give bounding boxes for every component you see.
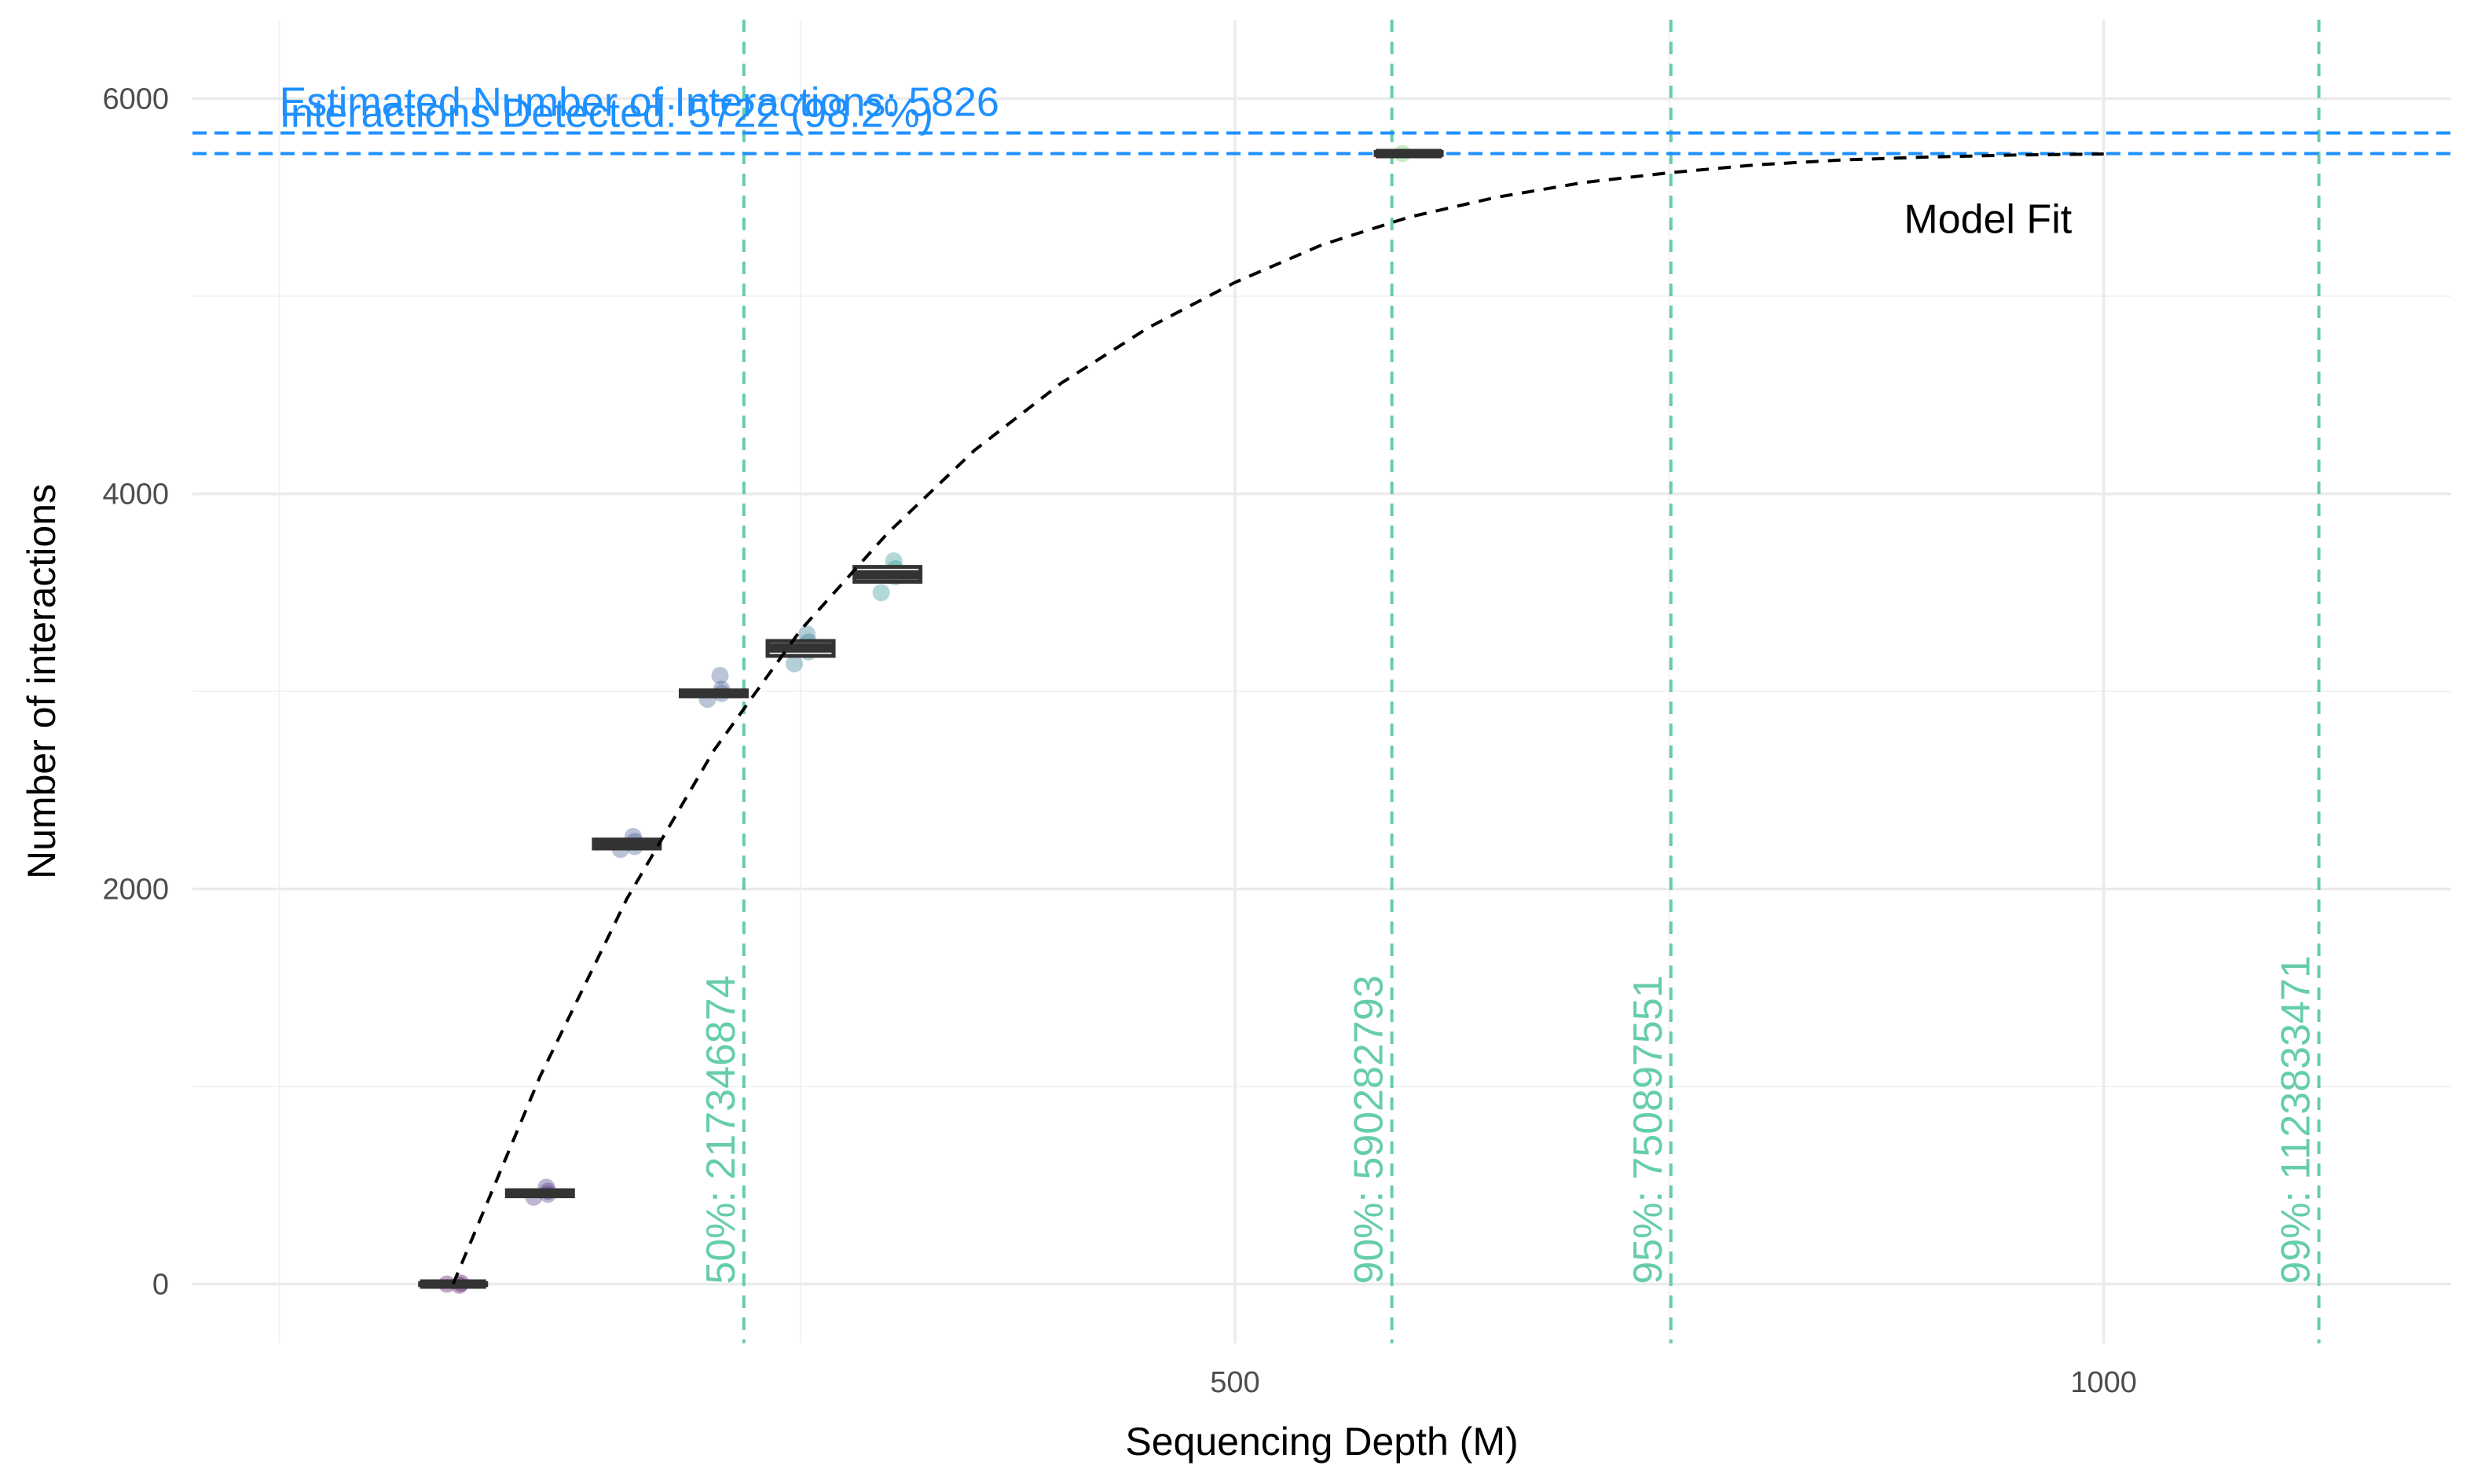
- data-point: [786, 654, 804, 672]
- model-fit-curve: [451, 152, 2104, 1285]
- y-tick-label: 6000: [102, 83, 169, 116]
- percentile-label: 50%: 217346874: [698, 975, 744, 1284]
- model-fit: [451, 152, 2104, 1285]
- percentile-label: 90%: 590282793: [1347, 975, 1392, 1284]
- reference-label: Estimated Number of Interactions: 5826: [280, 79, 999, 125]
- x-axis-title: Sequencing Depth (M): [1125, 1420, 1518, 1464]
- x-tick-label: 500: [1210, 1366, 1259, 1399]
- data-point: [711, 666, 729, 684]
- tick-labels: 500 1000 0 2000 4000 6000: [102, 83, 2137, 1399]
- line-labels: 50%: 217346874 90%: 590282793 95%: 7508975…: [280, 79, 2319, 1284]
- boxplots: [418, 148, 1444, 1289]
- x-tick-label: 1000: [2070, 1366, 2137, 1399]
- jitter-points: [438, 145, 1412, 1294]
- model-fit-label: Model Fit: [1904, 197, 2072, 243]
- y-axis-title: Number of interactions: [20, 484, 64, 879]
- percentile-label: 99%: 1123833471: [2274, 955, 2319, 1284]
- y-tick-label: 0: [152, 1269, 169, 1302]
- reference-label: Interactions Detected: 5722 (98.2%): [280, 91, 933, 137]
- grid: [192, 20, 2451, 1343]
- y-tick-label: 2000: [102, 874, 169, 907]
- percentile-lines: [742, 20, 2321, 1343]
- percentile-label: 95%: 750897551: [1626, 975, 1671, 1284]
- data-point: [798, 625, 816, 643]
- y-tick-label: 4000: [102, 478, 169, 511]
- data-point: [872, 584, 890, 602]
